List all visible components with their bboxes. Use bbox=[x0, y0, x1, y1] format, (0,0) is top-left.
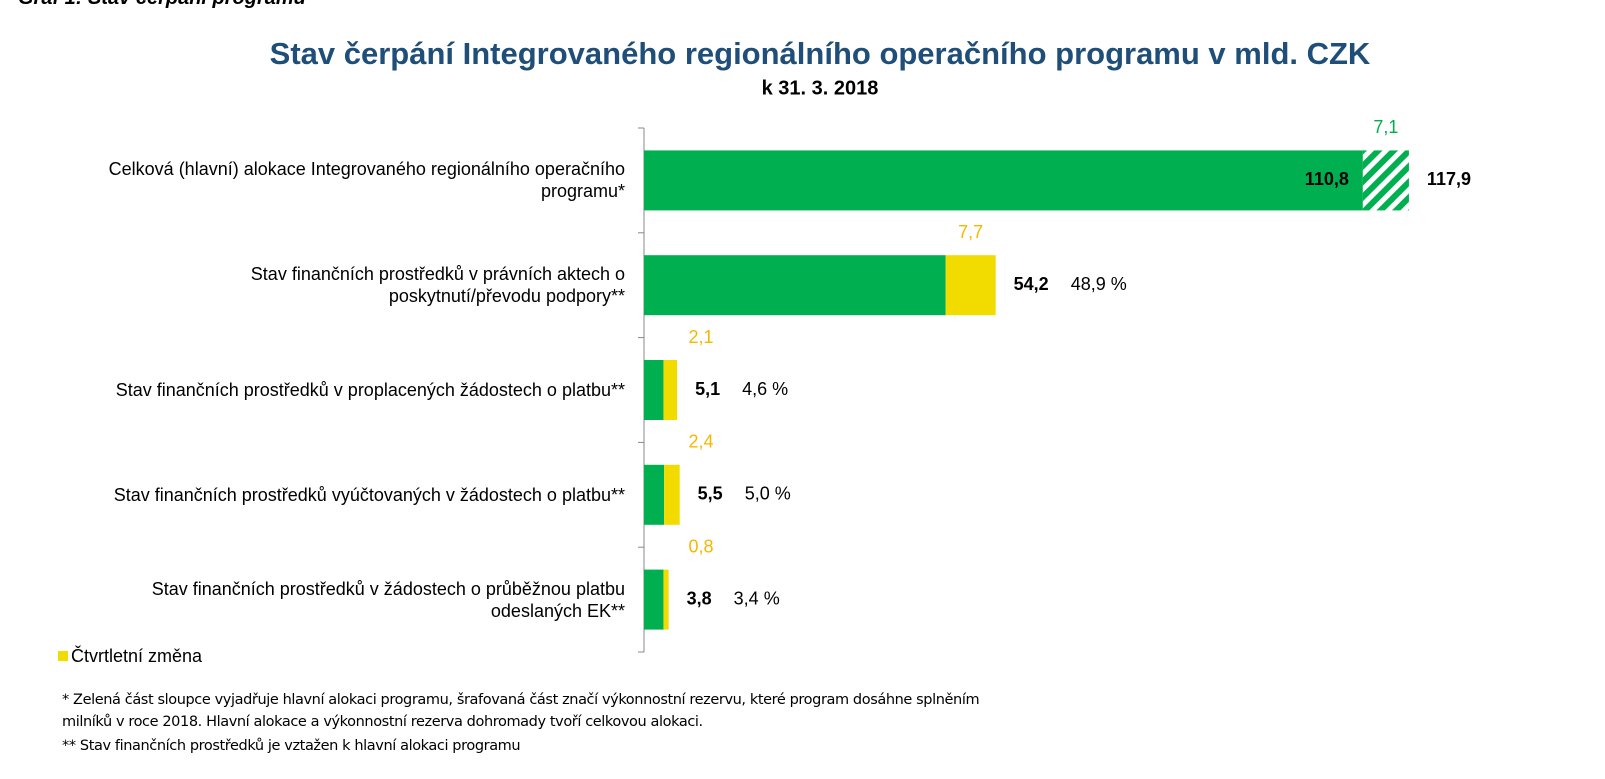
value-label: 7,1 bbox=[1373, 117, 1398, 137]
total-label: 5,5 bbox=[698, 484, 723, 504]
value-label: 7,7 bbox=[958, 222, 983, 242]
chart-subtitle: k 31. 3. 2018 bbox=[762, 77, 879, 99]
chart-title: Stav čerpání Integrovaného regionálního … bbox=[270, 36, 1371, 71]
total-label: 54,2 bbox=[1014, 274, 1049, 294]
value-label: 2,1 bbox=[688, 327, 713, 347]
bar-segment bbox=[1362, 150, 1409, 211]
category-label: Stav finančních prostředků v žádostech o… bbox=[151, 578, 625, 621]
legend-label: Čtvrtletní změna bbox=[71, 645, 203, 666]
legend-swatch bbox=[58, 651, 68, 661]
value-label: 110,8 bbox=[1305, 169, 1349, 189]
footnote: * Zelená část sloupce vyjadřuje hlavní a… bbox=[62, 692, 980, 730]
category-label: Stav finančních prostředků v proplacenýc… bbox=[115, 380, 625, 400]
bar-segment bbox=[644, 360, 664, 420]
value-label: 0,8 bbox=[688, 536, 713, 556]
bar-segment bbox=[644, 150, 1363, 211]
bar-segment bbox=[664, 464, 680, 525]
footnote: ** Stav finančních prostředků je vztažen… bbox=[62, 738, 521, 754]
bar-segment bbox=[945, 255, 996, 316]
bar-segment bbox=[663, 360, 678, 420]
total-label: 3,8 bbox=[687, 588, 712, 608]
share-label: 3,4 % bbox=[734, 588, 780, 608]
share-label: 4,6 % bbox=[742, 379, 788, 399]
category-label: Celková (hlavní) alokace Integrovaného r… bbox=[108, 159, 625, 202]
share-label: 5,0 % bbox=[745, 484, 791, 504]
bar-segment bbox=[644, 464, 665, 525]
category-label: Stav finančních prostředků vyúčtovaných … bbox=[113, 484, 625, 505]
share-label: 48,9 % bbox=[1071, 274, 1127, 294]
value-label: 2,4 bbox=[688, 432, 713, 452]
total-label: 117,9 bbox=[1427, 169, 1471, 189]
bar-segment bbox=[644, 255, 946, 316]
bar-segment bbox=[663, 569, 669, 630]
bar-segment bbox=[644, 569, 664, 630]
total-label: 5,1 bbox=[695, 379, 720, 399]
caption: Graf 1: Stav čerpání programu bbox=[18, 0, 306, 10]
category-label: Stav finančních prostředků v právních ak… bbox=[250, 264, 625, 307]
